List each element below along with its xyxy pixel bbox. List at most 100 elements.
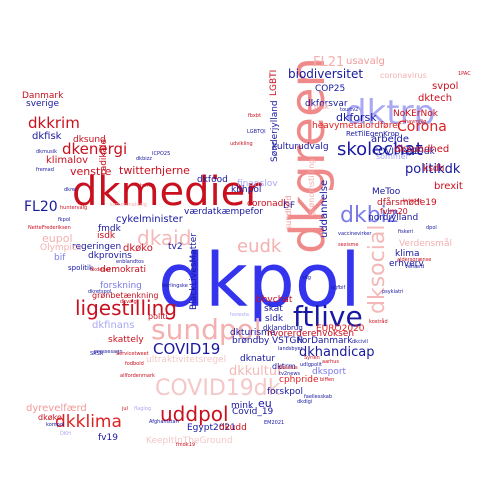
word-dfarsmode19: dfårsmøde19 <box>377 198 437 208</box>
word-sommer: sommer <box>376 152 409 161</box>
word-udvikling: udvikling <box>230 141 253 147</box>
word-klimalov: klimalov <box>46 155 89 166</box>
word-gronomstilling: grønomstilling <box>307 158 316 216</box>
word-dkhandicap: dkhandicap <box>299 345 375 360</box>
word-cphpride: cphpride <box>279 375 319 385</box>
word-dkfisk: dkfisk <box>32 131 62 142</box>
word-velfaerd: velfærd <box>405 264 425 270</box>
word-skolechat: skolechat <box>337 139 423 160</box>
word-dkoko-2: dkøko <box>38 413 62 422</box>
word-FL20: FL20 <box>24 199 58 215</box>
word-sdg: sdg <box>302 275 311 281</box>
word-eupol: eupol <box>42 232 73 245</box>
word-dkretspol: dkretspol <box>88 289 112 295</box>
word-isdk: isdk <box>97 231 116 241</box>
word-tv2: tv2 <box>168 242 183 252</box>
word-ICPO25: ICPO25 <box>152 151 171 157</box>
word-vaccinevirker: vaccinevirker <box>338 231 372 237</box>
word-gronbetaenkning: grønbetænkning <box>92 291 159 300</box>
word-aldersgraense: aldersgrænse <box>397 257 432 263</box>
word-COVID19dk: COVID19dk <box>155 376 281 401</box>
word-dkkultur: dkkultur <box>229 364 283 379</box>
word-kommunalvalg: kommunalvalg <box>110 202 147 208</box>
word-EURO2020: EURO2020 <box>316 324 365 334</box>
word-sundpol: sundpol <box>151 313 262 346</box>
word-dkprovins: dkprovins <box>88 251 132 261</box>
word-BlackLivesMatter: BlackLivesMatter <box>189 233 199 310</box>
word-pldk: pldk <box>314 103 329 111</box>
word-kompol: kompol <box>46 422 65 428</box>
word-uddannelse: uddannelse <box>319 179 330 238</box>
word-nordjylland: nordjylland <box>368 213 419 223</box>
word-COVID19: COVID19 <box>153 340 221 358</box>
word-COVID2019dk: COVID2019dk <box>372 147 435 157</box>
word-kostrad: kostråd <box>369 319 388 325</box>
word-finanslov: finanslov <box>237 179 278 189</box>
word-coronavirus: coronavirus <box>380 71 427 80</box>
word-flaglog: flaglog <box>134 406 152 412</box>
word-ultraktivitetsregel: ultraktivitetsregel <box>146 355 227 365</box>
word-fremad: fremad <box>36 167 54 173</box>
word-eu: eu <box>258 397 272 410</box>
word-Corona: Corona <box>397 119 447 135</box>
word-brexit: brexit <box>434 181 463 192</box>
word-fbxbt: fbxbt <box>248 113 262 119</box>
word-dkbizz: dkbizz <box>136 156 152 162</box>
word-usavalg: usavalg <box>346 56 385 67</box>
word-VSTGN: VSTGN <box>272 336 304 346</box>
word-kvinder: kvinder <box>403 198 422 204</box>
word-politi: politi <box>148 312 168 321</box>
word-MeToo: MeToo <box>372 187 401 197</box>
word-Belarus: Belarus <box>279 365 298 371</box>
word-dkrel: dkrel <box>64 187 77 193</box>
word-fiskeri: fiskeri <box>398 229 413 235</box>
word-ftlive: ftlive <box>293 300 363 333</box>
word-aarhus: aarhus <box>322 359 340 365</box>
word-erhverv: erhverv <box>389 259 424 269</box>
word-dkkrim: dkkrim <box>28 114 80 132</box>
word-heavymetalordforer: heavymetalordfører <box>312 121 402 131</box>
word-dkoko: dkøko <box>123 243 153 254</box>
word-mink: mink <box>231 401 254 411</box>
word-dktech: dktech <box>418 93 453 104</box>
word-biodiversitet: biodiversitet <box>288 67 364 81</box>
word-ligestilling: ligestilling <box>75 296 177 320</box>
word-sverige: sverige <box>26 99 60 109</box>
word-DF: DF <box>283 201 296 211</box>
word-forskpol: forskpol <box>267 387 303 397</box>
word-venstre: venstre <box>70 165 112 178</box>
word-havmiljo: havmiljø <box>405 119 427 125</box>
word-sldk: sldk <box>265 314 284 324</box>
word-Syrien: Syrien <box>304 355 320 361</box>
word-spolitik: spolitik <box>68 264 94 272</box>
word-dkfinans: dkfinans <box>92 320 135 331</box>
word-dkaid: dkaid <box>137 226 192 250</box>
word-landsbyer: landsbyer <box>278 346 303 352</box>
word-NoKErNok: NoKErNok <box>393 109 438 119</box>
word-Covid_19: Covid_19 <box>232 407 274 417</box>
word-huntervalg: huntervalg <box>60 205 88 211</box>
word-ksdh: ksdh <box>423 164 445 174</box>
word-dkmusik: dkmusik <box>36 149 57 155</box>
word-fodbold: fodbold <box>125 361 144 367</box>
word-dksport: dksport <box>312 367 347 377</box>
word-sundhed: sundhed <box>284 195 293 230</box>
word-psykiatri: psykiatri <box>382 289 404 295</box>
word-twitterhjerne: twitterhjerne <box>119 164 190 177</box>
word-coronadk: coronadk <box>247 199 289 209</box>
word-EM2021: EM2021 <box>264 420 285 426</box>
word-FL21: FL21 <box>313 55 345 70</box>
word-allfordenmark: allfordenmark <box>120 373 155 379</box>
word-dkforsvar: dkforsvar <box>305 99 348 109</box>
word-dksocial: dksocial <box>365 224 390 314</box>
word-Verdensmal: Verdensmål <box>399 239 452 249</box>
word-skat: skat <box>264 304 283 314</box>
word-pressesagn: pressesagn <box>94 349 123 355</box>
word-dklandbrug: dklandbrug <box>263 324 303 332</box>
word-regeringen: regeringen <box>72 242 122 252</box>
word-KeepItInTheGround: KeepItInTheGround <box>146 436 233 446</box>
word-Afghanistan: Afghanistan <box>149 419 179 425</box>
word-ForDanmark: ForDanmark <box>297 336 353 346</box>
word-tourtv2: tourtv2 <box>340 107 359 113</box>
word-svpol: svpol <box>432 81 459 92</box>
